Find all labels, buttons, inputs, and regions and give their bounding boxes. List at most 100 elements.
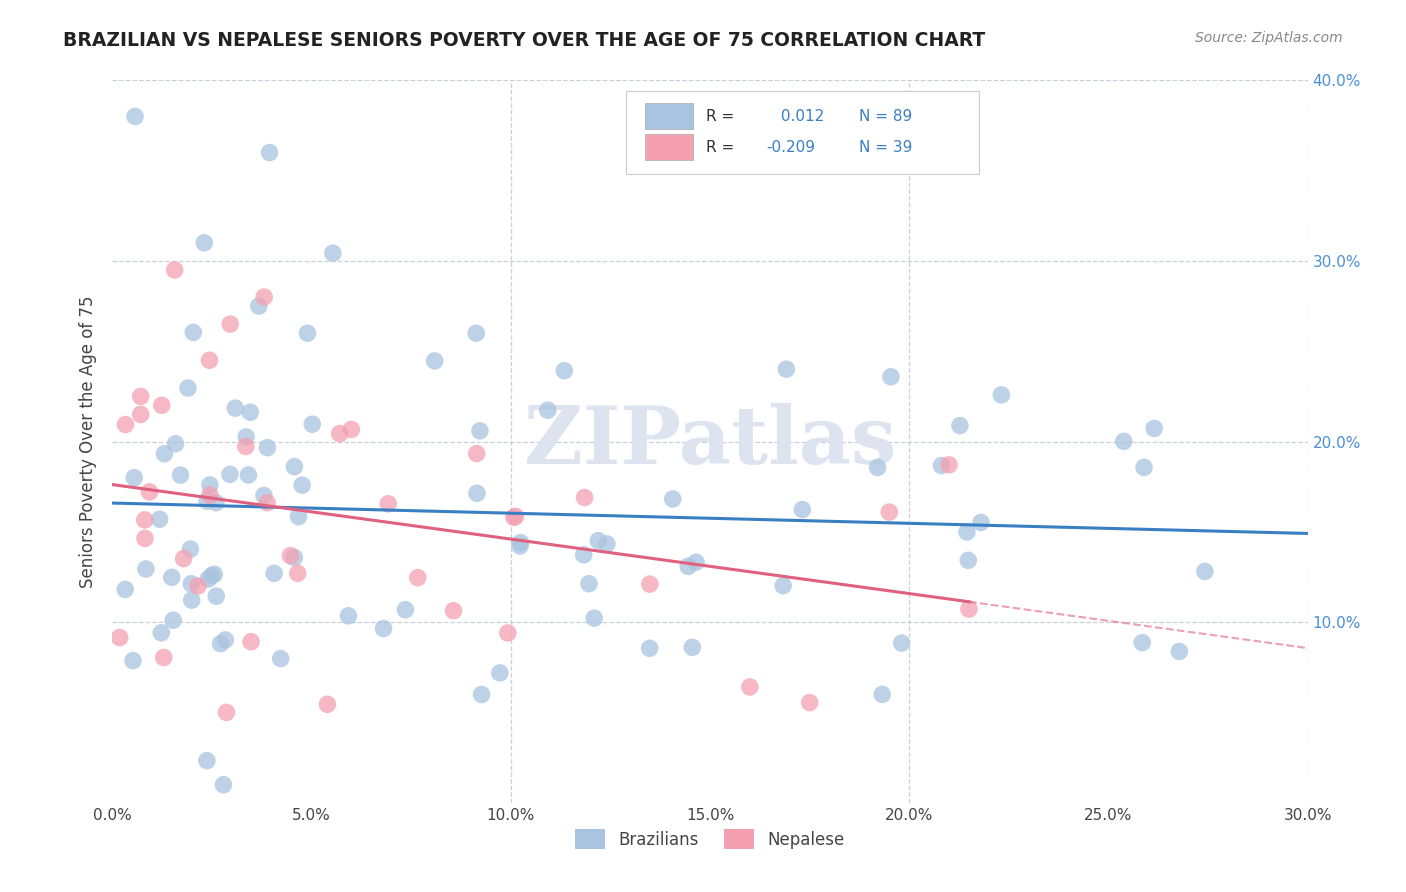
Point (373, 622, 395, 636)
Point (263, 566, 285, 581)
Point (291, 478, 314, 492)
Point (956, 524, 979, 539)
Point (283, 459, 305, 474)
Text: BRAZILIAN VS NEPALESE SENIORS POVERTY OVER THE AGE OF 75 CORRELATION CHART: BRAZILIAN VS NEPALESE SENIORS POVERTY OV… (63, 31, 986, 50)
Point (205, 496, 228, 510)
Point (122, 654, 145, 668)
Point (212, 778, 235, 792)
Point (957, 602, 980, 616)
Point (1143, 421, 1166, 435)
Point (301, 417, 323, 432)
Point (173, 551, 195, 566)
Point (578, 576, 600, 591)
Point (114, 417, 136, 432)
Point (177, 381, 200, 395)
Point (153, 447, 176, 461)
Point (124, 109, 146, 123)
Point (197, 572, 219, 586)
Point (957, 553, 980, 567)
Point (179, 542, 201, 557)
Point (423, 354, 446, 368)
Point (149, 512, 172, 526)
Point (938, 458, 960, 472)
Point (572, 548, 595, 562)
Point (180, 576, 202, 591)
Point (162, 613, 184, 627)
Point (235, 440, 257, 454)
Point (553, 364, 575, 378)
Point (792, 502, 814, 516)
Point (270, 651, 292, 665)
Point (583, 611, 606, 625)
Point (256, 496, 278, 510)
Point (488, 665, 510, 680)
Point (322, 246, 344, 260)
Point (775, 362, 797, 376)
Point (676, 559, 699, 574)
Point (537, 403, 560, 417)
Point (316, 698, 339, 712)
Point (638, 641, 661, 656)
Point (193, 235, 215, 250)
Point (180, 593, 202, 607)
Point (219, 317, 242, 331)
Point (685, 555, 707, 569)
Point (152, 650, 174, 665)
Point (209, 637, 232, 651)
Point (738, 680, 761, 694)
Point (502, 510, 524, 524)
Point (990, 388, 1012, 402)
Text: R =: R = (706, 109, 735, 124)
Point (114, 582, 136, 597)
Point (465, 486, 488, 500)
Point (214, 632, 236, 647)
Point (198, 488, 221, 502)
Point (195, 754, 218, 768)
Point (163, 263, 186, 277)
Point (406, 571, 429, 585)
Legend: Brazilians, Nepalese: Brazilians, Nepalese (568, 822, 852, 856)
Point (772, 579, 794, 593)
Point (866, 460, 889, 475)
Point (1168, 644, 1191, 658)
Point (238, 468, 260, 483)
Point (505, 509, 527, 524)
Point (1112, 434, 1135, 449)
Text: R =: R = (706, 140, 735, 155)
Text: N = 39: N = 39 (859, 140, 912, 155)
Point (150, 398, 173, 412)
FancyBboxPatch shape (645, 135, 693, 161)
Point (195, 494, 218, 508)
Point (337, 608, 360, 623)
Point (870, 687, 893, 701)
FancyBboxPatch shape (645, 103, 693, 129)
Point (297, 326, 319, 340)
Point (165, 436, 187, 450)
Text: -0.209: -0.209 (766, 140, 815, 155)
Point (135, 562, 157, 576)
Text: 0.012: 0.012 (776, 109, 824, 124)
Point (394, 603, 416, 617)
Point (287, 509, 309, 524)
Y-axis label: Seniors Poverty Over the Age of 75: Seniors Poverty Over the Age of 75 (79, 295, 97, 588)
Point (224, 401, 246, 416)
Point (256, 441, 278, 455)
Point (278, 549, 301, 563)
Point (377, 497, 399, 511)
Point (470, 688, 492, 702)
Point (138, 484, 160, 499)
Point (970, 516, 993, 530)
Point (340, 422, 363, 436)
Point (198, 353, 221, 368)
Point (880, 369, 903, 384)
Point (1194, 565, 1216, 579)
Point (596, 537, 619, 551)
Point (235, 430, 257, 444)
Point (150, 625, 173, 640)
Point (205, 589, 228, 603)
Point (160, 570, 183, 584)
Point (509, 539, 531, 553)
Point (134, 532, 156, 546)
Point (287, 566, 309, 581)
Point (198, 478, 221, 492)
